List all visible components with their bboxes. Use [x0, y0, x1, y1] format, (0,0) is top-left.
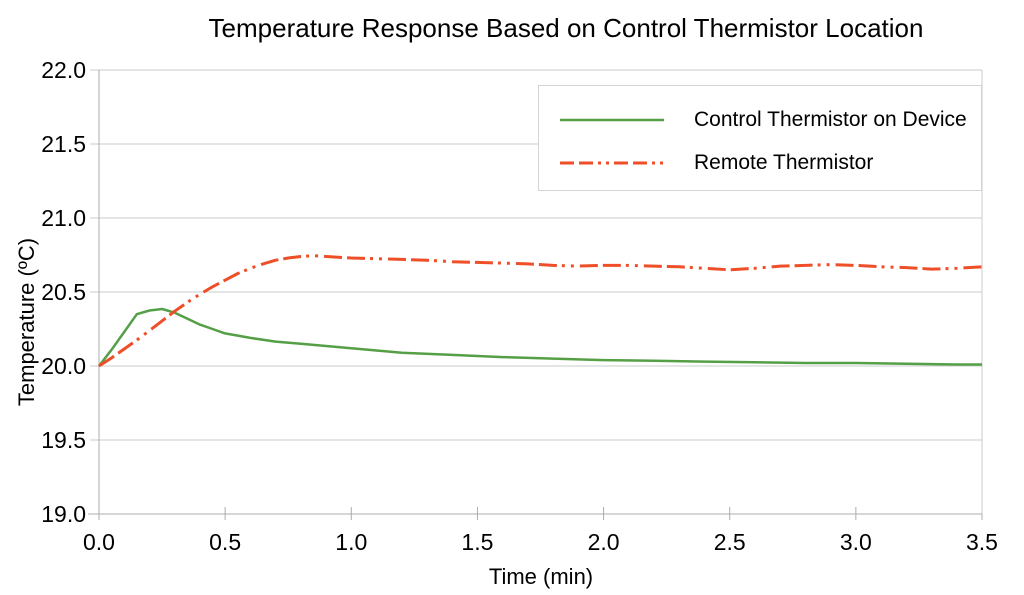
y-tick-label: 21.0 [41, 205, 86, 231]
y-tick-label: 20.5 [41, 279, 86, 305]
series-line-remote-thermistor [98, 254, 983, 368]
x-tick-label: 2.0 [587, 529, 620, 555]
legend-line-dashed-icon [560, 161, 664, 165]
y-axis-title: Temperature (ºC) [14, 237, 39, 407]
y-tick-label: 20.0 [41, 353, 86, 379]
y-tick-label: 21.5 [41, 131, 86, 157]
x-axis-title: Time (min) [488, 564, 594, 589]
legend: Control Thermistor on Device Remote Ther… [538, 85, 982, 191]
y-tick-label: 19.5 [41, 427, 86, 453]
x-tick-label: 0.5 [209, 529, 242, 555]
legend-item-control-thermistor: Control Thermistor on Device [539, 105, 981, 135]
series-line-control-thermistor [98, 307, 982, 367]
y-tick-label: 19.0 [41, 501, 86, 527]
x-tick-label: 0.0 [83, 529, 115, 555]
legend-label: Remote Thermistor [694, 151, 874, 174]
legend-line-solid-icon [560, 118, 664, 122]
x-tick-label: 1.0 [335, 529, 368, 555]
chart-title: Temperature Response Based on Control Th… [208, 13, 924, 43]
y-tick-label: 22.0 [41, 57, 86, 83]
legend-item-remote-thermistor: Remote Thermistor [539, 148, 981, 178]
legend-label: Control Thermistor on Device [694, 108, 967, 131]
x-tick-label: 3.5 [966, 529, 998, 555]
x-tick-label: 2.5 [713, 529, 746, 555]
x-tick-label: 3.0 [839, 529, 872, 555]
x-tick-label: 1.5 [461, 529, 494, 555]
